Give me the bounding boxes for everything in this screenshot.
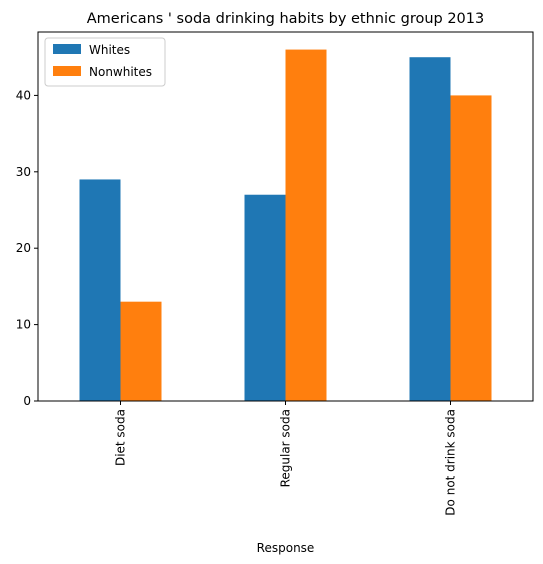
- bar-whites-0: [79, 179, 121, 401]
- bar-nonwhites-0: [120, 301, 162, 401]
- y-tick-label: 30: [16, 165, 31, 179]
- x-tick-label: Do not drink soda: [444, 409, 458, 516]
- bar-whites-1: [244, 194, 286, 401]
- legend: Whites Nonwhites: [44, 37, 166, 87]
- bars-group: [79, 49, 492, 401]
- bar-nonwhites-2: [450, 95, 492, 401]
- y-tick-label: 20: [16, 241, 31, 255]
- plot-frame: [37, 31, 534, 402]
- legend-label-nonwhites: Nonwhites: [89, 65, 152, 79]
- y-tick-label: 0: [23, 394, 31, 408]
- y-axis: 0 10 20 30 40: [16, 88, 38, 408]
- legend-swatch-whites: [53, 44, 81, 54]
- legend-swatch-nonwhites: [53, 66, 81, 76]
- x-tick-label: Diet soda: [114, 409, 128, 466]
- y-tick-label: 10: [16, 318, 31, 332]
- x-tick-label: Regular soda: [279, 409, 293, 487]
- y-tick-label: 40: [16, 88, 31, 102]
- x-axis-title: Response: [257, 541, 315, 555]
- bar-whites-2: [409, 57, 451, 401]
- bar-nonwhites-1: [285, 49, 327, 401]
- chart-title: Americans ' soda drinking habits by ethn…: [87, 11, 484, 27]
- legend-label-whites: Whites: [89, 43, 130, 57]
- x-axis: Diet soda Regular soda Do not drink soda: [114, 401, 458, 516]
